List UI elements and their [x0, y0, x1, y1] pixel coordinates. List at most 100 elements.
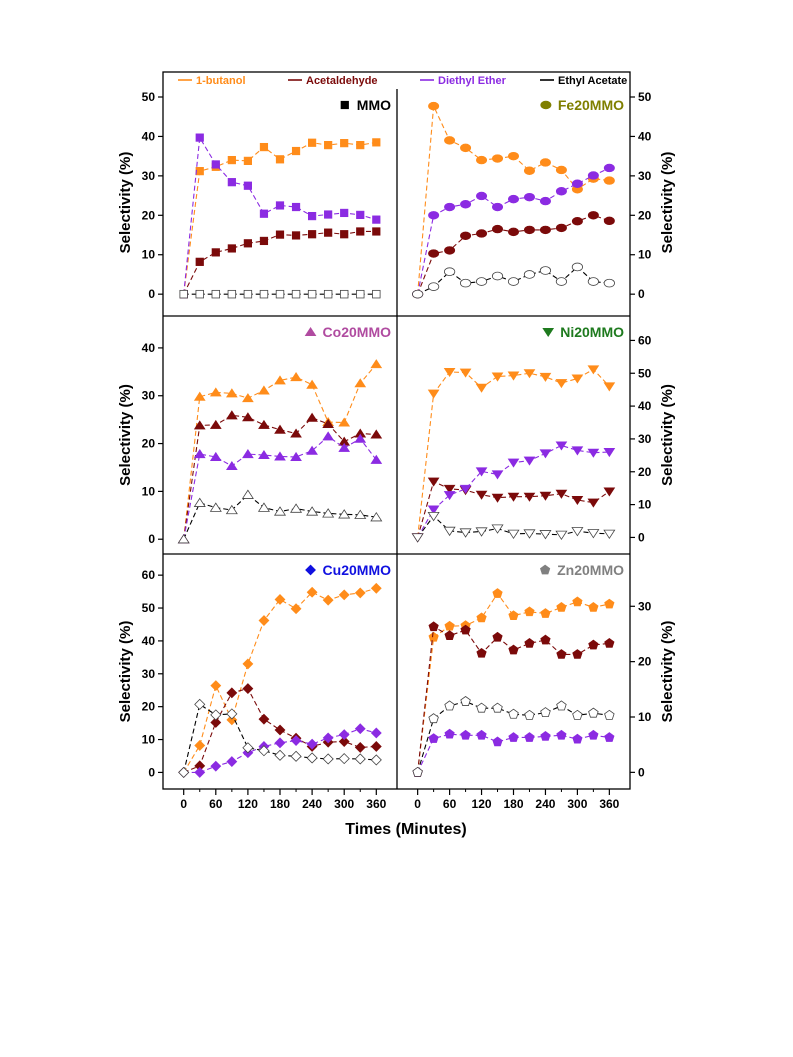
data-point — [571, 446, 584, 456]
legend-item-1-butanol: 1-butanol — [178, 75, 246, 87]
data-point — [604, 598, 615, 609]
series-acetaldehyde — [178, 683, 382, 778]
y-tick-label: 50 — [142, 601, 156, 615]
series-ethyl-acetate — [411, 511, 616, 543]
triangle-up-icon — [304, 326, 317, 337]
y-axis-title: Selectivity (%) — [117, 152, 134, 254]
data-point — [370, 727, 382, 739]
data-point — [209, 387, 222, 397]
data-point — [242, 412, 254, 422]
data-point — [356, 289, 365, 299]
data-point — [339, 289, 349, 299]
data-point — [428, 249, 440, 258]
series-ethyl-acetate — [412, 262, 615, 299]
x-tick-label: 0 — [414, 797, 421, 811]
data-point — [588, 602, 599, 612]
y-axis-title: Selectivity (%) — [117, 384, 134, 486]
x-tick-label: 60 — [443, 797, 457, 811]
data-point — [274, 424, 286, 434]
data-point — [370, 454, 383, 464]
data-point — [523, 192, 535, 202]
data-point — [209, 419, 222, 429]
series-acetaldehyde — [177, 410, 383, 544]
data-point — [209, 451, 222, 461]
data-point — [243, 239, 253, 248]
data-point — [507, 371, 520, 381]
data-point — [194, 740, 206, 751]
data-point — [603, 448, 616, 458]
data-point — [539, 196, 551, 206]
data-point — [555, 277, 568, 286]
series-1-butanol — [412, 588, 615, 777]
data-point — [460, 624, 471, 635]
data-point — [491, 372, 504, 382]
data-point — [211, 160, 220, 169]
data-point — [588, 639, 599, 650]
data-point — [428, 282, 440, 291]
data-point — [306, 445, 318, 455]
data-point — [274, 451, 286, 461]
panel-ni20mmo: 0 10 20 30 40 50 60 Selectivity (%) Ni20MMO — [411, 324, 676, 544]
data-point — [291, 202, 301, 212]
data-point — [556, 729, 567, 740]
panel-co20mmo: 0 10 20 30 40 Selectivity (%) Co20MMO — [117, 324, 391, 546]
data-point — [587, 211, 599, 220]
y-tick-label: 40 — [142, 634, 156, 648]
data-point — [428, 631, 439, 642]
data-point — [322, 431, 335, 441]
data-point — [444, 620, 455, 631]
series-1-butanol — [411, 365, 616, 543]
x-tick-label: 180 — [503, 797, 523, 811]
data-point — [258, 713, 270, 725]
data-point — [571, 495, 584, 506]
data-point — [572, 596, 583, 607]
data-point — [443, 526, 456, 537]
data-point — [444, 630, 455, 640]
data-point — [324, 141, 333, 150]
data-point — [475, 383, 488, 393]
data-point — [444, 136, 456, 145]
y-axis: 0 10 20 30 40 Selectivity (%) — [117, 341, 163, 546]
data-point — [491, 470, 504, 480]
data-point — [178, 766, 190, 778]
y-tick-label: 30 — [638, 169, 652, 183]
data-point — [428, 211, 440, 220]
data-point — [524, 638, 535, 648]
panel-title: Zn20MMO — [557, 562, 624, 578]
y-tick-label: 30 — [142, 389, 156, 403]
legend-item-ethyl-acetate: Ethyl Acetate — [540, 75, 627, 87]
data-point — [338, 729, 350, 741]
data-point — [572, 649, 583, 659]
data-point — [523, 166, 535, 175]
data-point — [195, 289, 204, 299]
data-point — [524, 732, 535, 742]
data-point — [492, 631, 503, 642]
data-point — [258, 745, 270, 757]
data-point — [209, 502, 222, 512]
data-point — [274, 749, 286, 761]
data-point — [555, 379, 568, 389]
data-point — [210, 709, 222, 721]
data-point — [242, 683, 254, 695]
data-point — [322, 732, 334, 744]
data-point — [193, 391, 206, 401]
y-tick-label: 0 — [148, 765, 155, 779]
series-diethyl-ether — [177, 431, 383, 544]
data-point — [476, 647, 487, 658]
y-tick-label: 30 — [638, 599, 652, 613]
data-point — [603, 163, 615, 173]
data-point — [492, 588, 503, 598]
x-tick-label: 300 — [567, 797, 587, 811]
data-point — [356, 227, 365, 236]
data-point — [354, 587, 366, 599]
data-point — [194, 698, 206, 710]
data-point — [460, 696, 471, 706]
data-point — [476, 155, 488, 165]
series-line — [417, 368, 610, 538]
data-point — [338, 417, 351, 427]
panel-title: Fe20MMO — [558, 97, 624, 113]
panels: 0 10 20 30 40 50 Selectivity (%) MMO 0 10 20 30 40 50… — [117, 90, 676, 779]
data-point — [258, 385, 270, 395]
data-point — [275, 201, 285, 210]
data-point — [476, 612, 487, 623]
